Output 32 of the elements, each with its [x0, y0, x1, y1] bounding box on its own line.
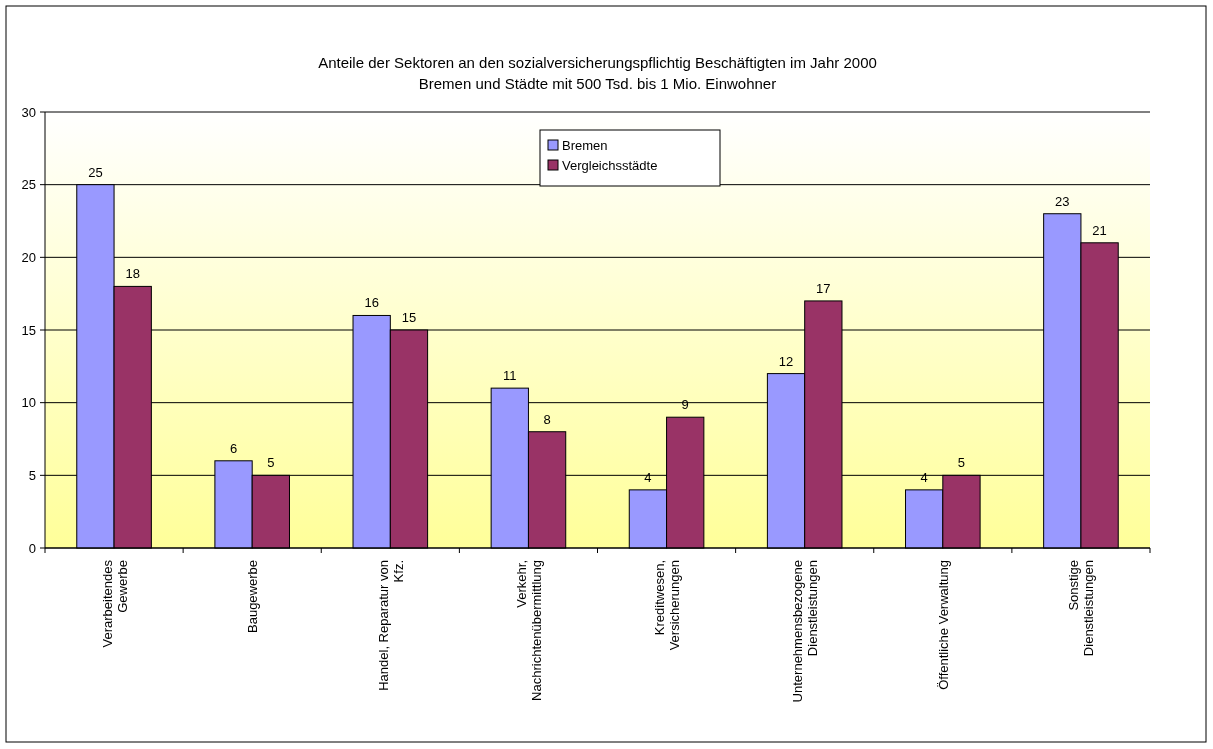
- legend-label: Vergleichsstädte: [562, 157, 658, 173]
- data-label: 15: [401, 310, 417, 325]
- data-label: 8: [543, 411, 551, 427]
- chart-title: Anteile der Sektoren an den sozialversicherungspflichtig Beschäftigten im Jahr 2000: [318, 54, 877, 71]
- x-tick-label: Baugewerbe: [245, 560, 261, 633]
- y-tick-label: 20: [21, 249, 36, 265]
- data-label: 17: [816, 280, 831, 296]
- y-tick-label: 30: [21, 104, 36, 120]
- x-tick-label: Kreditwesen, Versicherungen: [652, 560, 683, 651]
- x-tick-label: Handel, Reparatur von Kfz.: [375, 560, 406, 691]
- x-tick-label: Sonstige Dienstleistungen: [1066, 560, 1097, 657]
- data-label: 11: [503, 368, 517, 384]
- x-tick-label: Verarbeitendes Gewerbe: [99, 559, 130, 648]
- x-tick-label: Öffentliche Verwaltung: [935, 560, 951, 690]
- chart-subtitle: Bremen und Städte mit 500 Tsd. bis 1 Mio. Einwohner: [418, 75, 777, 92]
- y-tick-label: 15: [21, 322, 36, 338]
- legend-label: Bremen: [562, 137, 608, 153]
- x-tick-label: Verkehr, Nachrichtenübermittlung: [513, 560, 544, 701]
- data-label: 5: [957, 455, 966, 471]
- data-label: 5: [267, 455, 275, 471]
- y-tick-label: 25: [21, 177, 36, 193]
- data-label: 16: [364, 295, 379, 311]
- x-tick-label: Unternehmensbezogene Dienstleistungen: [790, 560, 821, 703]
- data-label: 6: [229, 440, 238, 456]
- y-tick-label: 10: [21, 395, 36, 411]
- y-tick-label: 0: [28, 540, 36, 556]
- data-label: 21: [1092, 222, 1107, 238]
- data-label: 23: [1055, 193, 1070, 209]
- y-tick-label: 5: [28, 467, 36, 483]
- data-label: 25: [88, 164, 103, 180]
- data-label: 12: [778, 353, 794, 369]
- data-label: 18: [125, 266, 140, 282]
